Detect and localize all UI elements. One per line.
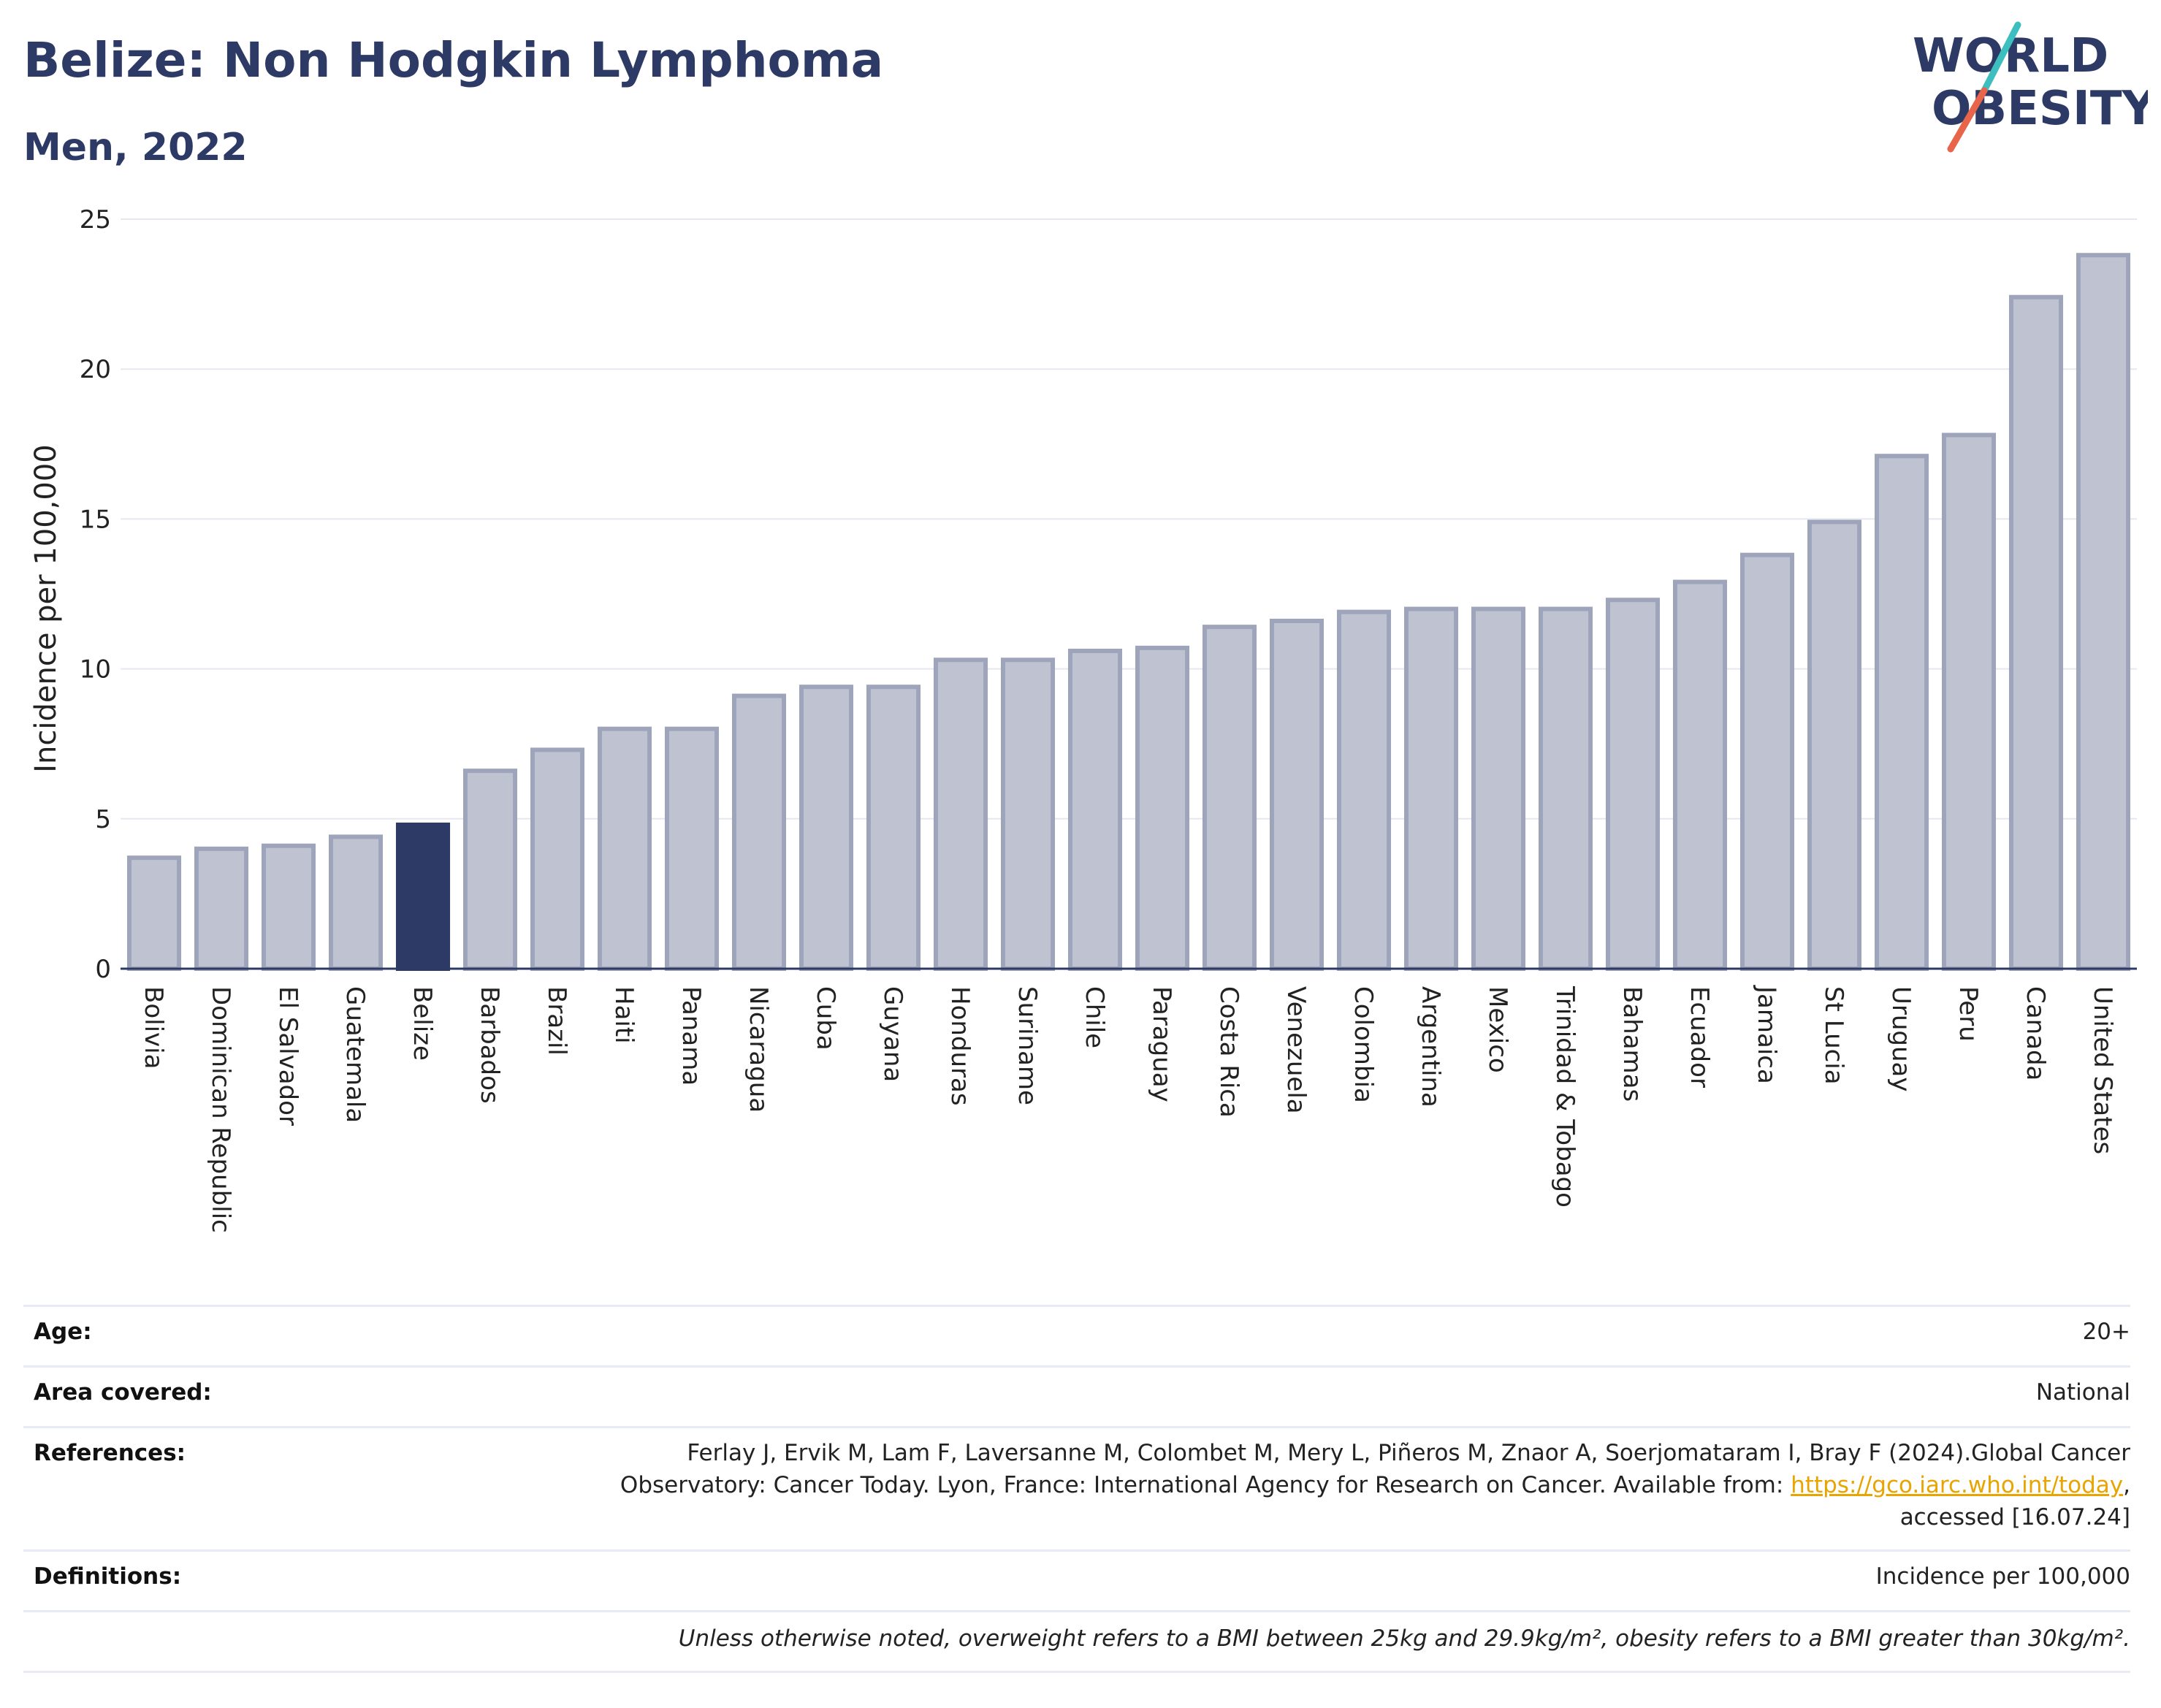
age-value: 20+ — [2082, 1319, 2130, 1345]
x-tick-label: Suriname — [1013, 986, 1042, 1105]
x-tick-label: Colombia — [1349, 986, 1378, 1103]
logo-slash-red — [1947, 87, 1988, 153]
bar-canada — [2008, 294, 2064, 972]
references-link[interactable]: https://gco.iarc.who.int/today — [1791, 1472, 2124, 1498]
definitions-label: Definitions: — [34, 1563, 182, 1590]
y-tick-label: 0 — [95, 955, 111, 984]
info-row-age: Age: 20+ — [23, 1305, 2130, 1365]
references-value: Ferlay J, Ervik M, Lam F, Laversanne M, … — [620, 1437, 2130, 1533]
x-tick-label: Jamaica — [1752, 985, 1781, 1084]
references-line-2-end: , — [2123, 1472, 2130, 1498]
y-tick-label: 20 — [80, 355, 111, 384]
y-tick-label: 15 — [80, 505, 111, 534]
x-tick-label: Bolivia — [139, 986, 168, 1069]
x-tick-label: Ecuador — [1685, 986, 1714, 1088]
bar-belize — [395, 823, 451, 972]
info-row-definitions: Definitions: Incidence per 100,000 — [23, 1549, 2130, 1610]
age-label: Age: — [34, 1319, 92, 1345]
bar-dominican-republic — [194, 846, 249, 971]
bar-bahamas — [1605, 598, 1661, 971]
bar-chart: 0 5 10 15 20 25 Bolivia Dominican Republic El S… — [29, 205, 2137, 1233]
area-value: National — [2035, 1379, 2130, 1406]
bar-haiti — [597, 726, 652, 971]
area-label: Area covered: — [34, 1379, 212, 1406]
bar-st-lucia — [1807, 519, 1862, 971]
references-label: References: — [34, 1440, 186, 1466]
bar-honduras — [933, 657, 988, 972]
gridlines — [121, 218, 2137, 820]
bar-nicaragua — [731, 693, 787, 971]
y-axis-label: Incidence per 100,000 — [29, 444, 63, 773]
bar-brazil — [530, 747, 585, 971]
x-tick-label: Trinidad & Tobago — [1550, 985, 1579, 1208]
references-line-1: Ferlay J, Ervik M, Lam F, Laversanne M, … — [687, 1440, 2130, 1466]
logo-slash-teal — [1981, 21, 2021, 94]
y-tick-label: 5 — [95, 805, 111, 834]
references-line-2-text: Observatory: Cancer Today. Lyon, France:… — [620, 1472, 1791, 1498]
x-tick-label: Cuba — [811, 986, 840, 1051]
x-tick-label: Costa Rica — [1214, 986, 1243, 1118]
bar-suriname — [1000, 657, 1056, 972]
bar-guatemala — [328, 834, 384, 971]
info-row-note: Unless otherwise noted, overweight refer… — [23, 1610, 2130, 1673]
x-tick-label: Nicaragua — [744, 986, 773, 1113]
bar-uruguay — [1874, 454, 1929, 971]
x-tick-label: Brazil — [542, 986, 571, 1056]
bmi-note: Unless otherwise noted, overweight refer… — [678, 1625, 2130, 1652]
bar-bolivia — [126, 855, 182, 971]
bar-costa-rica — [1202, 625, 1257, 971]
bar-cuba — [799, 685, 854, 971]
info-row-area: Area covered: National — [23, 1365, 2130, 1426]
info-row-references: References: Ferlay J, Ervik M, Lam F, La… — [23, 1426, 2130, 1549]
x-tick-label: Mexico — [1483, 986, 1512, 1073]
x-tick-label: Panama — [676, 986, 706, 1086]
y-tick-labels: 0 5 10 15 20 25 — [80, 205, 111, 984]
x-tick-label: United States — [2088, 986, 2117, 1154]
y-tick-label: 25 — [80, 205, 111, 235]
bar-venezuela — [1269, 618, 1325, 971]
x-tick-label: St Lucia — [1819, 986, 1848, 1085]
references-line-3: accessed [16.07.24] — [1899, 1504, 2130, 1530]
bar-el-salvador — [261, 843, 316, 971]
x-tick-label: Uruguay — [1886, 986, 1916, 1092]
references-line-2: Observatory: Cancer Today. Lyon, France:… — [620, 1469, 2130, 1501]
bar-mexico — [1471, 606, 1526, 972]
bar-panama — [664, 726, 720, 971]
x-tick-label: Haiti — [609, 986, 639, 1044]
bar-united-states — [2076, 253, 2131, 971]
bars — [126, 253, 2131, 972]
y-tick-label: 10 — [80, 655, 111, 685]
x-tick-label: Peru — [1954, 986, 1983, 1042]
bar-barbados — [462, 769, 518, 971]
chart-title: Belize: Non Hodgkin Lymphoma — [23, 32, 884, 88]
x-tick-labels: Bolivia Dominican Republic El Salvador Guat… — [139, 985, 2117, 1233]
x-tick-label: Barbados — [475, 986, 504, 1104]
bar-jamaica — [1739, 552, 1795, 971]
bar-colombia — [1336, 609, 1392, 972]
x-tick-label: Venezuela — [1281, 986, 1311, 1114]
x-tick-label: Chile — [1080, 986, 1109, 1048]
bar-paraguay — [1135, 645, 1190, 971]
bar-ecuador — [1672, 579, 1728, 971]
x-tick-label: Paraguay — [1147, 986, 1176, 1102]
world-obesity-logo: WORLD OBESITY — [1913, 21, 2148, 153]
x-tick-label: Guatemala — [340, 986, 370, 1123]
bar-peru — [1941, 432, 1997, 971]
info-table: Age: 20+ Area covered: National Referenc… — [23, 1305, 2130, 1673]
bar-guyana — [866, 685, 921, 971]
bar-trinidad-tobago — [1538, 606, 1593, 972]
x-tick-label: Canada — [2021, 986, 2050, 1080]
x-tick-label: Bahamas — [1617, 986, 1647, 1102]
logo-word-obesity: OBESITY — [1932, 82, 2148, 136]
x-tick-label: Argentina — [1416, 986, 1445, 1107]
definitions-value: Incidence per 100,000 — [1875, 1563, 2130, 1590]
chart-subtitle: Men, 2022 — [23, 126, 248, 169]
x-tick-label: El Salvador — [273, 986, 302, 1126]
bar-chile — [1067, 648, 1123, 971]
x-tick-label: Honduras — [945, 986, 975, 1106]
bar-argentina — [1403, 606, 1459, 972]
x-tick-label: Guyana — [878, 986, 907, 1082]
x-tick-label: Belize — [408, 986, 437, 1061]
x-tick-label: Dominican Republic — [206, 986, 235, 1233]
